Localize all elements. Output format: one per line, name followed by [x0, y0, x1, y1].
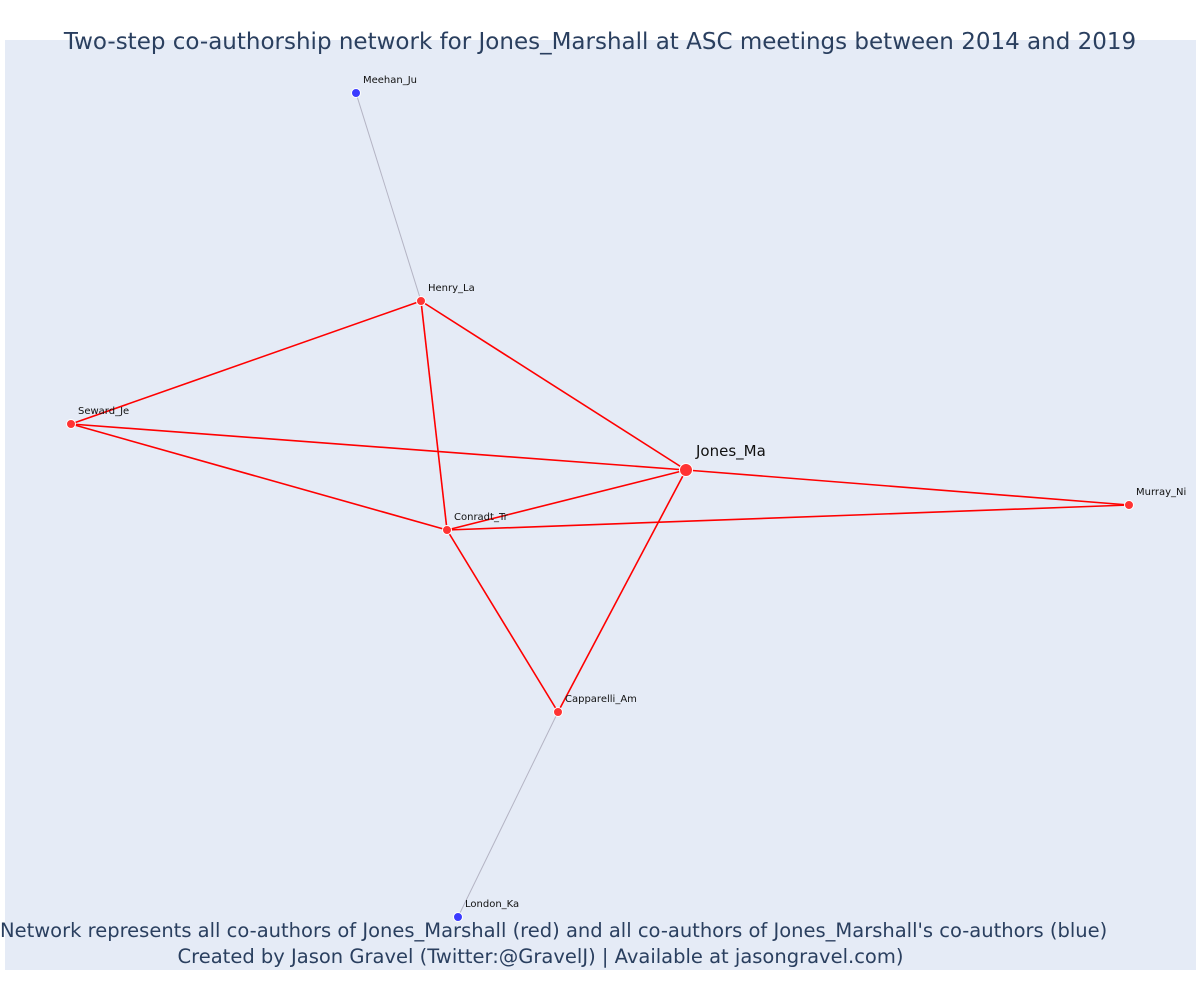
edge-henry-la-seward-je	[70, 300, 422, 425]
edge-conradt-tr-capparelli-am	[446, 529, 559, 713]
edge-layer	[70, 92, 1130, 918]
node-henry-la[interactable]	[416, 296, 426, 306]
edge-london-ka-capparelli-am	[457, 711, 559, 918]
node-label-conradt-tr: Conradt_Tr	[454, 512, 509, 523]
edge-seward-je-jones-ma	[70, 423, 687, 471]
edge-jones-ma-capparelli-am	[557, 469, 687, 713]
node-capparelli-am[interactable]	[553, 707, 563, 717]
node-label-henry-la: Henry_La	[428, 283, 475, 294]
edge-henry-la-jones-ma	[420, 300, 687, 471]
node-label-jones-ma: Jones_Ma	[695, 442, 766, 461]
node-london-ka[interactable]	[453, 912, 463, 922]
node-seward-je[interactable]	[66, 419, 76, 429]
node-label-meehan-ju: Meehan_Ju	[363, 75, 417, 86]
node-murray-ni[interactable]	[1124, 500, 1134, 510]
edge-seward-je-conradt-tr	[70, 423, 448, 531]
caption-line-1: Network represents all co-authors of Jon…	[0, 919, 1108, 942]
plot-area	[5, 40, 1196, 970]
node-meehan-ju[interactable]	[351, 88, 361, 98]
edge-henry-la-conradt-tr	[420, 300, 448, 531]
node-conradt-tr[interactable]	[442, 525, 452, 535]
chart-title: Two-step co-authorship network for Jones…	[63, 29, 1137, 55]
edge-conradt-tr-murray-ni	[446, 504, 1130, 531]
chart-caption: Network represents all co-authors of Jon…	[0, 918, 1108, 970]
edge-jones-ma-murray-ni	[685, 469, 1130, 506]
edge-conradt-tr-jones-ma	[446, 469, 687, 531]
edge-meehan-ju-henry-la	[355, 92, 422, 302]
node-label-seward-je: Seward_Je	[78, 406, 129, 417]
label-layer: Jones_Ma Henry_La Seward_Je Conradt_Tr Cappa…	[78, 75, 1186, 910]
node-layer	[66, 88, 1134, 922]
node-label-capparelli-am: Capparelli_Am	[565, 694, 637, 705]
caption-line-2: Created by Jason Gravel (Twitter:@Gravel…	[177, 945, 904, 968]
node-jones-ma[interactable]	[679, 463, 693, 477]
node-label-london-ka: London_Ka	[465, 899, 519, 910]
node-label-murray-ni: Murray_Ni	[1136, 487, 1186, 498]
